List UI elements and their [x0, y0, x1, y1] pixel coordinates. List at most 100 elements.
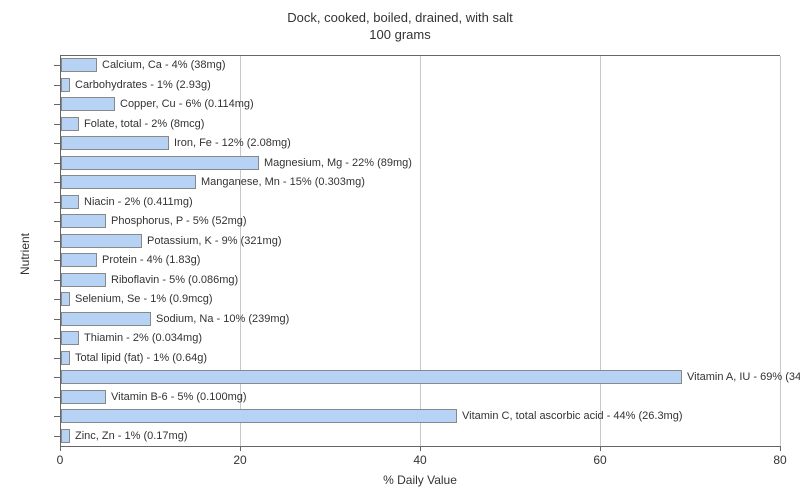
x-tick — [780, 446, 781, 451]
bar-row: Vitamin C, total ascorbic acid - 44% (26… — [61, 409, 683, 423]
plot-area: Calcium, Ca - 4% (38mg) Carbohydrates - 1… — [60, 55, 780, 447]
x-tick — [240, 446, 241, 451]
bar — [61, 117, 79, 131]
gridline — [780, 56, 781, 446]
bar — [61, 175, 196, 189]
bar — [61, 136, 169, 150]
bar-row: Carbohydrates - 1% (2.93g) — [61, 78, 211, 92]
bar-row: Vitamin A, IU - 69% (3474IU) — [61, 370, 800, 384]
gridline — [600, 56, 601, 446]
y-tick — [54, 416, 60, 417]
bar — [61, 58, 97, 72]
bar — [61, 273, 106, 287]
bar-row: Magnesium, Mg - 22% (89mg) — [61, 156, 412, 170]
x-tick-label: 60 — [593, 453, 606, 467]
x-axis-title: % Daily Value — [383, 473, 457, 487]
bar-label: Iron, Fe - 12% (2.08mg) — [174, 137, 291, 149]
y-tick — [54, 319, 60, 320]
bar — [61, 195, 79, 209]
y-tick — [54, 299, 60, 300]
x-tick-label: 20 — [233, 453, 246, 467]
bar-row: Thiamin - 2% (0.034mg) — [61, 331, 202, 345]
bar — [61, 97, 115, 111]
y-tick — [54, 143, 60, 144]
x-tick — [60, 446, 61, 451]
chart-title: Dock, cooked, boiled, drained, with salt… — [0, 0, 800, 44]
y-tick — [54, 163, 60, 164]
x-tick-label: 80 — [773, 453, 786, 467]
bar-row: Total lipid (fat) - 1% (0.64g) — [61, 351, 207, 365]
y-tick — [54, 280, 60, 281]
bar-label: Selenium, Se - 1% (0.9mcg) — [75, 293, 213, 305]
y-tick — [54, 397, 60, 398]
bar-row: Calcium, Ca - 4% (38mg) — [61, 58, 225, 72]
bar — [61, 253, 97, 267]
bar-label: Total lipid (fat) - 1% (0.64g) — [75, 352, 207, 364]
bar-row: Sodium, Na - 10% (239mg) — [61, 312, 289, 326]
y-tick — [54, 65, 60, 66]
bar — [61, 409, 457, 423]
bar-label: Copper, Cu - 6% (0.114mg) — [120, 98, 254, 110]
x-tick-label: 40 — [413, 453, 426, 467]
bar-row: Potassium, K - 9% (321mg) — [61, 234, 282, 248]
bar-label: Phosphorus, P - 5% (52mg) — [111, 215, 247, 227]
bar-label: Folate, total - 2% (8mcg) — [84, 118, 204, 130]
bar — [61, 390, 106, 404]
bar — [61, 351, 70, 365]
x-tick — [600, 446, 601, 451]
y-tick — [54, 338, 60, 339]
bar — [61, 156, 259, 170]
bar-label: Magnesium, Mg - 22% (89mg) — [264, 157, 412, 169]
bar — [61, 292, 70, 306]
bar-row: Folate, total - 2% (8mcg) — [61, 117, 204, 131]
bar — [61, 331, 79, 345]
bar-row: Niacin - 2% (0.411mg) — [61, 195, 193, 209]
y-tick — [54, 377, 60, 378]
bar — [61, 214, 106, 228]
y-tick — [54, 202, 60, 203]
y-tick — [54, 124, 60, 125]
x-tick — [420, 446, 421, 451]
bar — [61, 234, 142, 248]
gridline — [420, 56, 421, 446]
bar-label: Vitamin B-6 - 5% (0.100mg) — [111, 391, 247, 403]
bar-label: Carbohydrates - 1% (2.93g) — [75, 79, 211, 91]
bar-label: Thiamin - 2% (0.034mg) — [84, 332, 202, 344]
y-tick — [54, 85, 60, 86]
bar-label: Vitamin A, IU - 69% (3474IU) — [687, 371, 800, 383]
bar-row: Phosphorus, P - 5% (52mg) — [61, 214, 247, 228]
bar — [61, 370, 682, 384]
bar-label: Niacin - 2% (0.411mg) — [84, 196, 193, 208]
title-line2: 100 grams — [0, 27, 800, 44]
bar-row: Iron, Fe - 12% (2.08mg) — [61, 136, 291, 150]
bar-label: Sodium, Na - 10% (239mg) — [156, 313, 289, 325]
bar-row: Copper, Cu - 6% (0.114mg) — [61, 97, 254, 111]
title-line1: Dock, cooked, boiled, drained, with salt — [0, 10, 800, 27]
y-tick — [54, 436, 60, 437]
bar — [61, 312, 151, 326]
bar-row: Manganese, Mn - 15% (0.303mg) — [61, 175, 365, 189]
bar-row: Vitamin B-6 - 5% (0.100mg) — [61, 390, 247, 404]
y-tick — [54, 260, 60, 261]
bar-label: Calcium, Ca - 4% (38mg) — [102, 59, 225, 71]
y-axis-title: Nutrient — [18, 233, 32, 275]
y-tick — [54, 182, 60, 183]
bar-label: Manganese, Mn - 15% (0.303mg) — [201, 176, 365, 188]
bar-row: Riboflavin - 5% (0.086mg) — [61, 273, 238, 287]
bar-label: Vitamin C, total ascorbic acid - 44% (26… — [462, 410, 683, 422]
bar-row: Zinc, Zn - 1% (0.17mg) — [61, 429, 187, 443]
bar-label: Potassium, K - 9% (321mg) — [147, 235, 282, 247]
bar-row: Protein - 4% (1.83g) — [61, 253, 200, 267]
y-tick — [54, 221, 60, 222]
bar-label: Riboflavin - 5% (0.086mg) — [111, 274, 238, 286]
y-axis-line — [60, 56, 61, 446]
y-tick — [54, 358, 60, 359]
bar-label: Protein - 4% (1.83g) — [102, 254, 200, 266]
bar — [61, 78, 70, 92]
gridline — [240, 56, 241, 446]
x-tick-label: 0 — [57, 453, 64, 467]
bar-row: Selenium, Se - 1% (0.9mcg) — [61, 292, 213, 306]
y-tick — [54, 104, 60, 105]
bar-label: Zinc, Zn - 1% (0.17mg) — [75, 430, 187, 442]
bar — [61, 429, 70, 443]
